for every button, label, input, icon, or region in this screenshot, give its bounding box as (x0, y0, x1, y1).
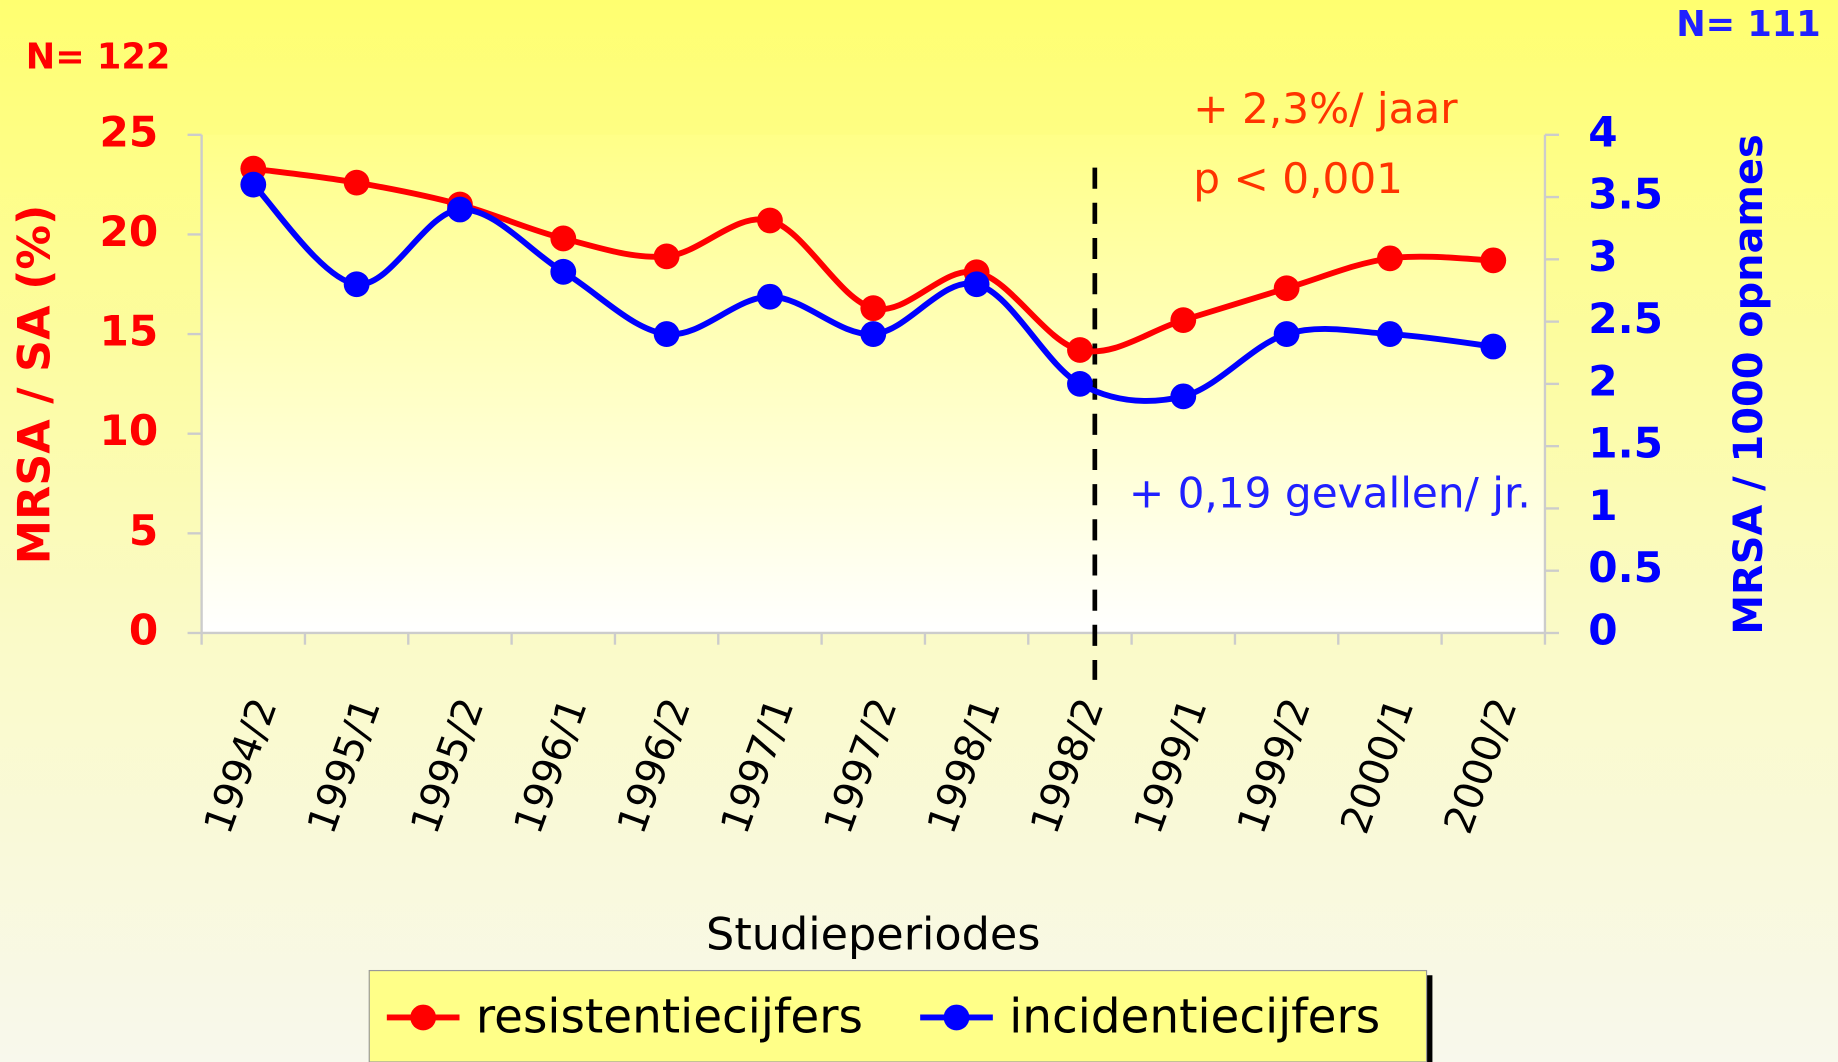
y-tick-label: 15 (100, 307, 159, 356)
y-tick-label: 5 (129, 506, 158, 555)
legend-marker (943, 1004, 970, 1031)
y2-axis-label: MRSA / 1000 opnames (1726, 134, 1772, 634)
point (963, 271, 990, 298)
annotation: + 0,19 gevallen/ jr. (1129, 468, 1531, 517)
legend-label: resistentiecijfers (476, 989, 863, 1044)
point (757, 207, 783, 234)
point (447, 196, 473, 223)
point (860, 295, 887, 322)
y2-tick-label: 2 (1588, 356, 1617, 405)
legend-box (368, 969, 1428, 1062)
annotation: N= 122 (26, 37, 171, 78)
y2-tick-label: 3 (1588, 232, 1617, 281)
x-axis-label: Studieperiodes (706, 909, 1040, 961)
point (1377, 245, 1403, 272)
point (343, 271, 370, 298)
y-tick-label: 20 (100, 207, 159, 256)
point (1170, 307, 1197, 334)
y2-tick-label: 1 (1588, 481, 1617, 530)
point (1480, 247, 1507, 274)
point (1273, 321, 1300, 347)
y2-tick-label: 2.5 (1588, 294, 1663, 343)
legend-marker (410, 1004, 437, 1031)
plot-area (201, 134, 1545, 633)
point (1377, 321, 1403, 347)
y-tick-label: 10 (100, 406, 159, 455)
y2-tick-label: 3.5 (1588, 170, 1663, 219)
point (343, 169, 370, 196)
y2-tick-label: 1.5 (1588, 419, 1663, 468)
annotation: p < 0,001 (1193, 154, 1403, 203)
y-axis-label: MRSA / SA (%) (9, 205, 61, 565)
point (757, 283, 783, 310)
point (1480, 333, 1507, 360)
y-tick-label: 25 (100, 107, 159, 156)
point (653, 321, 680, 347)
point (653, 243, 680, 270)
point (1273, 275, 1300, 302)
point (1067, 337, 1093, 363)
point (1067, 370, 1093, 397)
y2-tick-label: 0.5 (1588, 543, 1663, 592)
point (860, 321, 887, 347)
point (1170, 383, 1197, 410)
point (550, 258, 577, 285)
y2-tick-label: 0 (1588, 605, 1617, 654)
annotation: + 2,3%/ jaar (1193, 84, 1458, 133)
legend-label: incidentiecijfers (1009, 989, 1380, 1044)
y2-tick-label: 4 (1588, 107, 1617, 156)
point (550, 225, 577, 252)
annotation: N= 111 (1676, 4, 1821, 45)
point (240, 171, 267, 198)
y-tick-label: 0 (129, 605, 158, 654)
